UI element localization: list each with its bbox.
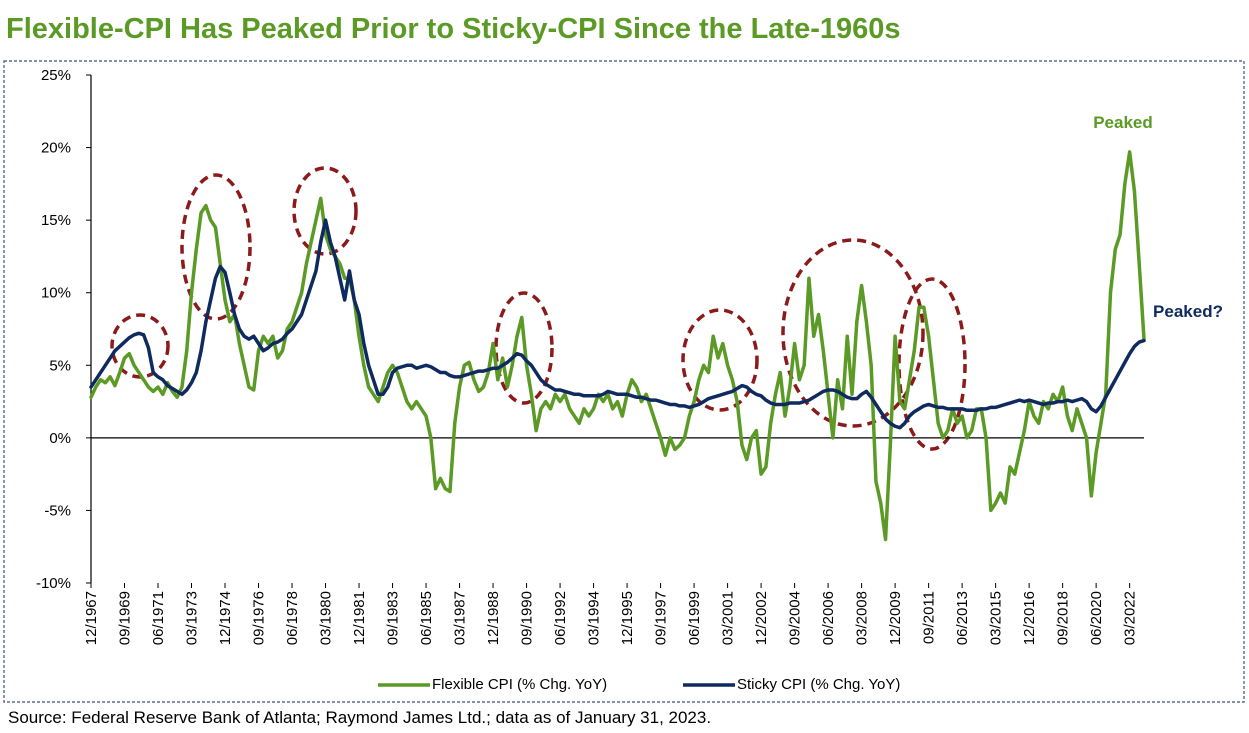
chart-frame: [3, 60, 1245, 703]
x-tick-label: 03/2001: [720, 591, 737, 645]
y-tick-label: -10%: [36, 575, 71, 592]
x-tick-label: 03/1973: [184, 591, 201, 645]
y-tick-label: 10%: [41, 285, 71, 302]
x-tick-label: 03/2015: [988, 591, 1005, 645]
x-tick-label: 09/1969: [117, 591, 134, 645]
highlight-ellipse: [292, 166, 358, 256]
highlight-ellipse: [494, 291, 554, 405]
x-tick-label: 12/1988: [485, 591, 502, 645]
x-tick-label: 09/2018: [1055, 591, 1072, 645]
highlight-ellipse: [180, 173, 252, 321]
annotation: Peaked: [1093, 113, 1153, 132]
x-tick-label: 03/1980: [318, 591, 335, 645]
source-note: Source: Federal Reserve Bank of Atlanta;…: [8, 708, 711, 727]
x-tick-label: 12/2002: [753, 591, 770, 645]
x-tick-label: 09/1976: [251, 591, 268, 645]
x-tick-label: 03/2022: [1122, 591, 1139, 645]
annotation: Peaked?: [1153, 302, 1223, 321]
x-tick-label: 06/1985: [418, 591, 435, 645]
x-tick-label: 06/2013: [954, 591, 971, 645]
x-tick-label: 12/1995: [619, 591, 636, 645]
x-tick-label: 06/1992: [552, 591, 569, 645]
x-tick-label: 12/1967: [83, 591, 100, 645]
highlight-ellipse: [781, 238, 925, 428]
x-tick-label: 03/1987: [452, 591, 469, 645]
y-tick-label: 25%: [41, 67, 71, 84]
x-tick-label: 09/1990: [519, 591, 536, 645]
series-line: [89, 150, 1146, 542]
legend-label: Sticky CPI (% Chg. YoY): [737, 676, 900, 693]
x-tick-label: 12/2009: [887, 591, 904, 645]
legend-label: Flexible CPI (% Chg. YoY): [432, 676, 607, 693]
x-tick-label: 12/1981: [351, 591, 368, 645]
legend-item: Flexible CPI (% Chg. YoY): [378, 676, 607, 693]
y-tick-label: 20%: [41, 140, 71, 157]
x-tick-label: 06/1971: [150, 591, 167, 645]
x-tick-label: 09/2004: [787, 591, 804, 645]
y-tick-label: 15%: [41, 212, 71, 229]
x-tick-label: 09/1997: [653, 591, 670, 645]
y-tick-label: 0%: [49, 430, 71, 447]
x-tick-label: 06/1999: [686, 591, 703, 645]
chart-title: Flexible-CPI Has Peaked Prior to Sticky-…: [6, 13, 901, 45]
highlight-ellipses: [110, 166, 967, 451]
x-tick-label: 06/1978: [284, 591, 301, 645]
legend-item: Sticky CPI (% Chg. YoY): [683, 676, 900, 693]
y-tick-label: 5%: [49, 357, 71, 374]
x-tick-label: 03/2008: [854, 591, 871, 645]
x-tick-label: 09/2011: [921, 591, 938, 644]
series-line: [89, 218, 1146, 430]
highlight-ellipse: [897, 277, 967, 451]
x-tick-label: 06/2006: [820, 591, 837, 645]
x-tick-label: 06/2020: [1088, 591, 1105, 645]
x-tick-label: 03/1994: [586, 591, 603, 645]
x-tick-label: 12/1974: [217, 591, 234, 645]
highlight-ellipse: [681, 308, 759, 412]
x-tick-label: 09/1983: [385, 591, 402, 645]
x-tick-label: 12/2016: [1021, 591, 1038, 645]
y-tick-label: -5%: [44, 502, 71, 519]
